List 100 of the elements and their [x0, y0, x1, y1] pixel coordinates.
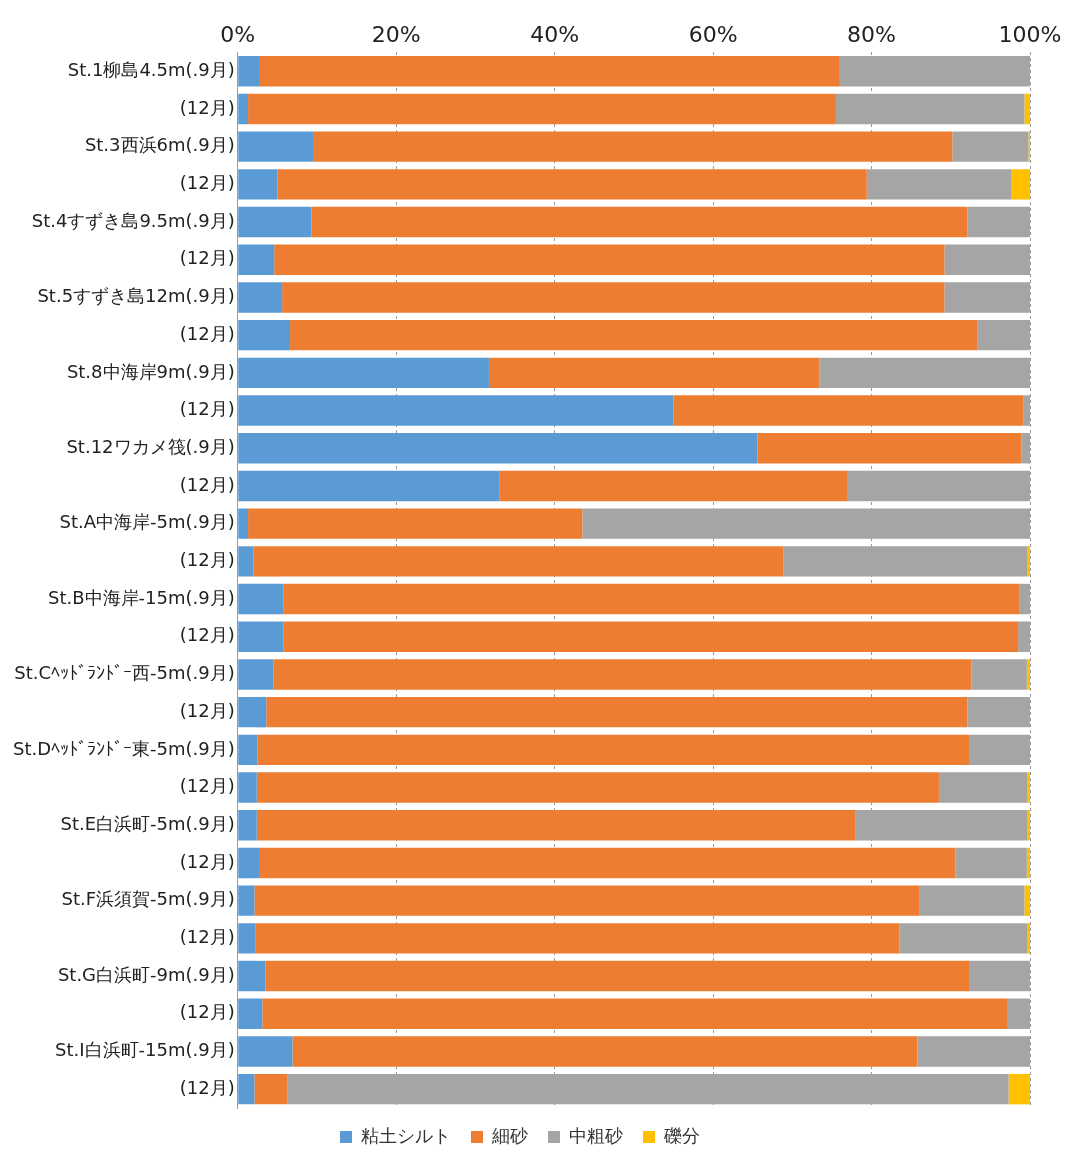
bar — [290, 319, 978, 351]
bar — [238, 847, 260, 879]
bar — [238, 282, 283, 313]
bar — [283, 621, 1019, 652]
y-tick-label: (12月) — [179, 473, 235, 495]
bar — [253, 546, 784, 577]
bar — [282, 282, 945, 313]
y-tick-label: (12月) — [179, 398, 235, 420]
bar — [238, 885, 255, 916]
legend-label: 礫分 — [663, 1124, 700, 1146]
y-tick-label: St.F浜須賀-5m(.9月) — [61, 888, 235, 910]
bar — [673, 395, 1024, 426]
bar — [238, 131, 314, 162]
x-tick-label: 40% — [530, 21, 580, 47]
bar — [238, 244, 275, 275]
bar — [238, 810, 257, 841]
bar — [238, 508, 249, 539]
bar — [952, 131, 1029, 162]
bar — [283, 583, 1020, 615]
bar — [238, 772, 257, 803]
bar — [238, 169, 278, 200]
bar — [238, 696, 267, 728]
bar — [254, 885, 920, 916]
bar — [238, 1073, 255, 1105]
y-tick-label: (12月) — [179, 1076, 235, 1098]
bar — [238, 93, 249, 125]
bar — [238, 583, 284, 615]
y-tick-label: St.Dﾍｯﾄﾞﾗﾝﾄﾞｰ東-5m(.9月) — [13, 737, 235, 759]
bar — [256, 810, 856, 841]
legend-label: 細砂 — [491, 1124, 528, 1146]
y-tick-label: St.4すずき島9.5m(.9月) — [31, 209, 235, 231]
bar — [277, 169, 867, 200]
bar — [1008, 1073, 1030, 1105]
bar — [238, 56, 260, 87]
x-tick-label: 80% — [847, 21, 897, 47]
y-tick-label: (12月) — [179, 775, 235, 797]
y-tick-label: St.G白浜町-9m(.9月) — [57, 963, 235, 985]
bar — [1024, 93, 1030, 125]
bar — [971, 659, 1027, 690]
bar — [248, 508, 583, 539]
bar — [259, 847, 956, 879]
y-tick-label: St.8中海岸9m(.9月) — [66, 360, 235, 382]
y-tick-label: St.E白浜町-5m(.9月) — [60, 812, 235, 834]
bar — [1024, 885, 1030, 916]
bar — [488, 357, 820, 389]
x-tick-label: 60% — [688, 21, 738, 47]
bar — [311, 206, 968, 238]
bar — [238, 998, 263, 1029]
bar — [255, 923, 900, 954]
bar — [265, 960, 969, 992]
bar — [238, 659, 274, 690]
bar — [292, 1036, 918, 1067]
x-tick-label: 100% — [998, 21, 1062, 47]
y-tick-label: (12月) — [179, 850, 235, 872]
y-tick-label: St.12ワカメ筏(.9月) — [66, 435, 235, 457]
bar — [238, 1036, 293, 1067]
x-tick-label: 0% — [220, 21, 256, 47]
bar — [1026, 659, 1030, 690]
y-tick-label: (12月) — [179, 549, 235, 571]
y-tick-label: St.5すずき島12m(.9月) — [37, 285, 235, 307]
x-tick-label: 20% — [371, 21, 421, 47]
bar — [1010, 169, 1030, 200]
y-tick-label: (12月) — [179, 624, 235, 646]
bar — [238, 319, 291, 351]
y-tick-label: (12月) — [179, 247, 235, 269]
bar — [238, 546, 254, 577]
legend-label: 中粗砂 — [569, 1124, 623, 1146]
bar — [238, 923, 256, 954]
bar — [256, 772, 939, 803]
y-tick-label: St.Cﾍｯﾄﾞﾗﾝﾄﾞｰ西-5m(.9月) — [14, 662, 235, 684]
y-tick-label: (12月) — [179, 96, 235, 118]
bar — [1026, 847, 1030, 879]
bar — [238, 960, 266, 992]
bar — [259, 56, 840, 87]
y-tick-label: St.I白浜町-15m(.9月) — [55, 1039, 235, 1061]
bar — [262, 998, 1008, 1029]
bar — [274, 244, 945, 275]
y-tick-label: (12月) — [179, 322, 235, 344]
bar — [313, 131, 953, 162]
bar — [238, 357, 489, 389]
y-tick-label: (12月) — [179, 172, 235, 194]
bar — [238, 395, 674, 426]
bar — [919, 885, 1025, 916]
bar — [273, 659, 972, 690]
y-tick-label: St.B中海岸-15m(.9月) — [48, 586, 235, 608]
y-tick-label: (12月) — [179, 699, 235, 721]
bar — [499, 470, 848, 502]
bar — [899, 923, 1028, 954]
legend-label: 粘土シルト — [361, 1124, 451, 1146]
y-tick-label: (12月) — [179, 1001, 235, 1023]
bar — [238, 621, 284, 652]
bar — [248, 93, 836, 125]
y-tick-label: (12月) — [179, 926, 235, 948]
bar — [238, 470, 500, 502]
bar — [254, 1073, 288, 1105]
bar — [266, 696, 968, 728]
y-tick-label: St.1柳島4.5m(.9月) — [67, 58, 235, 80]
bar — [938, 772, 1028, 803]
y-tick-label: St.A中海岸-5m(.9月) — [59, 511, 235, 533]
bar — [238, 734, 258, 766]
